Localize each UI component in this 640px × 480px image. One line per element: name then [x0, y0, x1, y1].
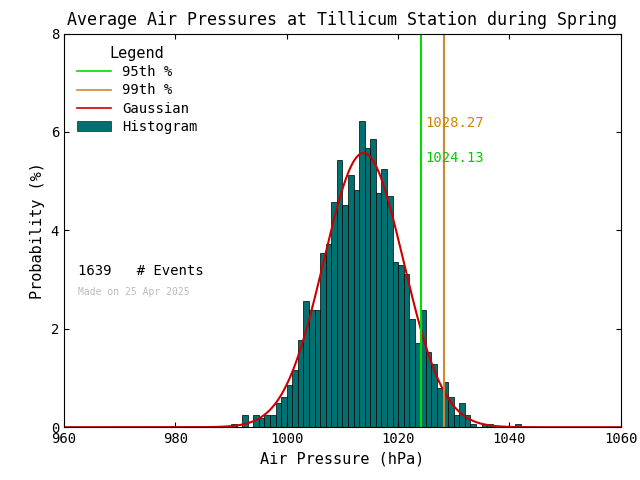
Gaussian	[360, 150, 367, 156]
Gaussian	[88, 424, 96, 430]
95th %	[417, 424, 425, 430]
Bar	[409, 319, 415, 427]
Bar	[342, 205, 348, 427]
Bar	[231, 424, 237, 427]
Bar	[415, 343, 420, 427]
Text: 1028.27: 1028.27	[426, 116, 484, 130]
Text: 1639   # Events: 1639 # Events	[78, 264, 204, 278]
X-axis label: Air Pressure (hPa): Air Pressure (hPa)	[260, 452, 424, 467]
Bar	[398, 265, 404, 427]
Gaussian	[601, 424, 609, 430]
Bar	[276, 403, 281, 427]
Bar	[376, 193, 381, 427]
Bar	[437, 388, 443, 427]
99th %	[440, 424, 448, 430]
Bar	[387, 196, 392, 427]
Bar	[242, 415, 248, 427]
Bar	[320, 253, 326, 427]
Bar	[253, 415, 259, 427]
Bar	[370, 139, 376, 427]
Bar	[281, 397, 287, 427]
Title: Average Air Pressures at Tillicum Station during Spring: Average Air Pressures at Tillicum Statio…	[67, 11, 618, 29]
Gaussian	[316, 274, 324, 279]
Bar	[448, 397, 454, 427]
Bar	[314, 310, 320, 427]
Bar	[264, 415, 270, 427]
Bar	[420, 310, 426, 427]
Bar	[487, 424, 493, 427]
Text: 1024.13: 1024.13	[426, 151, 484, 165]
Bar	[337, 160, 342, 427]
Bar	[481, 424, 487, 427]
Bar	[359, 121, 365, 427]
Bar	[460, 403, 465, 427]
Bar	[353, 190, 359, 427]
Bar	[392, 262, 398, 427]
Bar	[431, 364, 437, 427]
Bar	[287, 385, 292, 427]
Bar	[270, 415, 276, 427]
Bar	[515, 424, 520, 427]
Bar	[326, 244, 332, 427]
Gaussian	[601, 424, 609, 430]
Bar	[470, 424, 476, 427]
Y-axis label: Probability (%): Probability (%)	[30, 162, 45, 299]
Bar	[404, 274, 409, 427]
Gaussian	[499, 424, 506, 430]
Bar	[292, 370, 298, 427]
Bar	[259, 418, 264, 427]
99th %	[440, 375, 448, 381]
Bar	[465, 415, 470, 427]
Bar	[454, 415, 460, 427]
Legend: 95th %, 99th %, Gaussian, Histogram: 95th %, 99th %, Gaussian, Histogram	[71, 40, 204, 139]
Bar	[309, 310, 315, 427]
Bar	[365, 148, 370, 427]
Gaussian	[617, 424, 625, 430]
Bar	[303, 301, 309, 427]
95th %	[417, 375, 425, 381]
Bar	[443, 382, 448, 427]
Gaussian	[331, 214, 339, 219]
Bar	[426, 352, 431, 427]
Line: Gaussian: Gaussian	[64, 153, 621, 427]
Bar	[348, 175, 353, 427]
Bar	[298, 340, 303, 427]
Bar	[332, 202, 337, 427]
Bar	[381, 169, 387, 427]
Gaussian	[60, 424, 68, 430]
Text: Made on 25 Apr 2025: Made on 25 Apr 2025	[78, 288, 189, 298]
